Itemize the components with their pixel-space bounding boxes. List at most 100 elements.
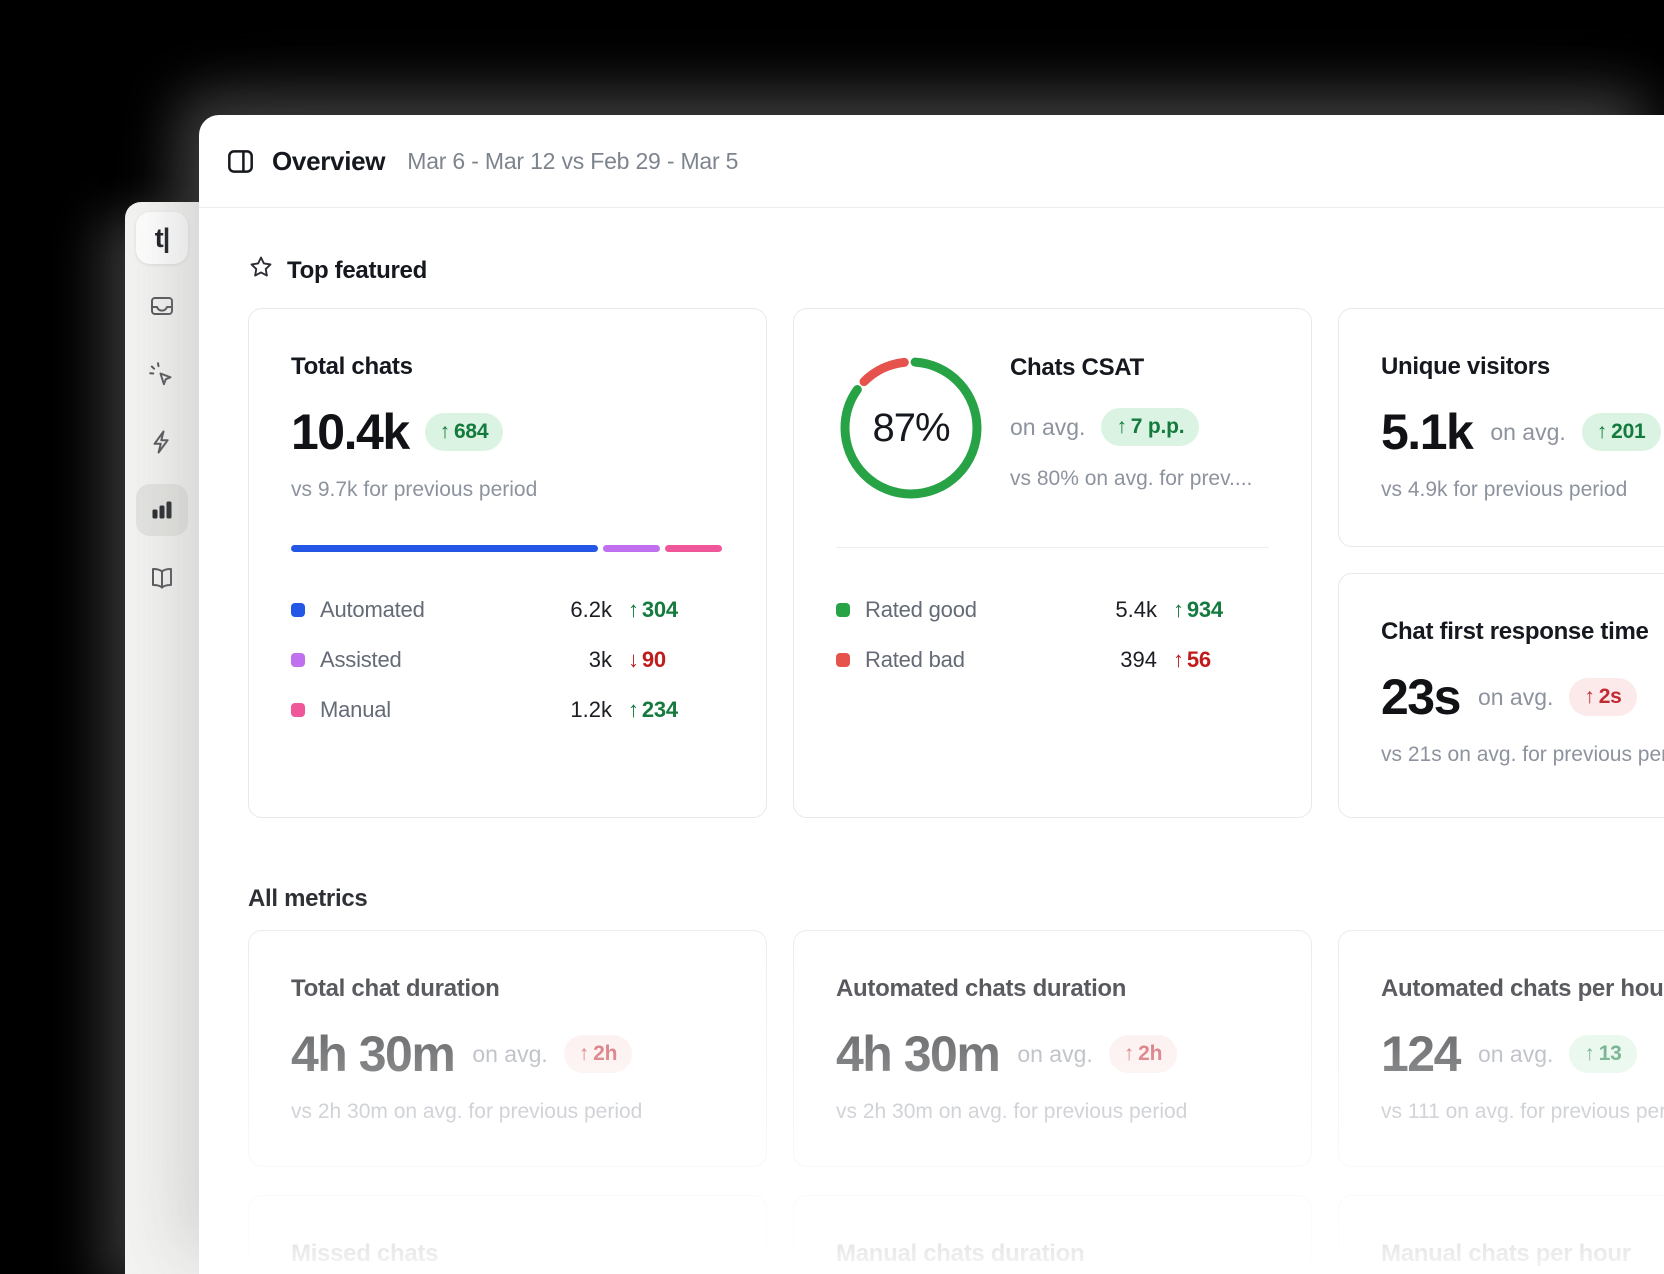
section-title: Top featured — [287, 256, 427, 284]
csat-legend: Rated good 5.4k ↑ 934 Rated bad 394 ↑ 56 — [836, 585, 1269, 685]
sidebar-toggle-icon[interactable] — [226, 147, 255, 176]
card-title: Manual chats duration — [836, 1240, 1085, 1267]
avg-label: on avg. — [472, 1040, 548, 1067]
card-title: Chats CSAT — [1010, 354, 1144, 381]
card-automated-chats-per-hour[interactable]: Automated chats per hour 124 on avg. ↑ 1… — [1338, 930, 1664, 1167]
avg-label: on avg. — [1490, 418, 1566, 445]
comparison-text: vs 4.9k for previous period — [1381, 478, 1628, 501]
sidebar-item-inbox[interactable] — [136, 280, 188, 332]
avg-label: on avg. — [1477, 683, 1554, 710]
app-logo-text: t| — [154, 222, 171, 253]
bar-segment-assisted — [603, 545, 660, 552]
bar-segment-manual — [664, 545, 723, 552]
lightning-icon — [148, 428, 176, 456]
legend-delta: ↑ 934 — [1173, 597, 1223, 622]
card-missed-chats[interactable]: Missed chats — [248, 1195, 767, 1274]
page-title: Overview — [272, 145, 386, 176]
legend-delta: ↑ 304 — [628, 597, 678, 622]
csat-gauge: 87% — [836, 353, 986, 503]
legend-swatch — [291, 703, 305, 717]
up-arrow-icon: ↑ — [1123, 1042, 1135, 1065]
csat-percent: 87% — [872, 405, 950, 450]
delta-badge: ↑ 7 p.p. — [1101, 408, 1200, 446]
comparison-text: vs 2h 30m on avg. for previous period — [836, 1100, 1188, 1123]
sidebar-item-knowledge[interactable] — [136, 552, 188, 604]
metric-value: 5.1k — [1381, 404, 1474, 460]
legend-row-rated-good: Rated good 5.4k ↑ 934 — [836, 585, 1269, 635]
card-title: Unique visitors — [1381, 353, 1550, 380]
metric-value: 4h 30m — [836, 1026, 1001, 1082]
delta-badge: ↑ 2h — [563, 1035, 633, 1073]
section-heading-all-metrics: All metrics — [248, 885, 368, 913]
up-arrow-icon: ↑ — [1584, 1042, 1595, 1065]
up-arrow-icon: ↑ — [1596, 420, 1608, 443]
legend-swatch — [836, 653, 850, 667]
sidebar-item-flows[interactable] — [136, 416, 188, 468]
chats-legend: Automated 6.2k ↑ 304 Assisted 3k ↓ 90 Manu… — [291, 585, 724, 735]
book-icon — [148, 564, 176, 592]
delta-badge: ↑ 2h — [1108, 1035, 1178, 1073]
metric-value: 10.4k — [291, 404, 410, 460]
legend-delta: ↑ 234 — [628, 697, 678, 722]
up-arrow-icon: ↑ — [1116, 415, 1127, 438]
legend-swatch — [291, 653, 305, 667]
card-automated-chats-duration[interactable]: Automated chats duration 4h 30m on avg. … — [793, 930, 1312, 1167]
bar-chart-icon — [148, 496, 176, 524]
card-title: Chat first response time — [1381, 618, 1649, 645]
star-icon — [248, 254, 274, 287]
comparison-text: vs 2h 30m on avg. for previous period — [291, 1100, 643, 1123]
delta-badge: ↑ 13 — [1569, 1035, 1637, 1073]
avg-label: on avg. — [1017, 1040, 1093, 1067]
card-total-chats[interactable]: Total chats 10.4k ↑ 684 vs 9.7k for prev… — [248, 308, 767, 818]
inbox-icon — [148, 292, 176, 320]
app-logo[interactable]: t| — [136, 212, 188, 264]
section-heading-top-featured: Top featured — [248, 254, 427, 287]
comparison-text: vs 9.7k for previous period — [291, 478, 538, 501]
cursor-spark-icon — [148, 360, 176, 388]
main-window: Overview Mar 6 - Mar 12 vs Feb 29 - Mar … — [199, 115, 1664, 1274]
legend-row-rated-bad: Rated bad 394 ↑ 56 — [836, 635, 1269, 685]
avg-label: on avg. — [1477, 1040, 1554, 1067]
card-title: Manual chats per hour — [1381, 1240, 1631, 1267]
up-arrow-icon: ↑ — [1584, 685, 1595, 708]
sidebar: t| — [125, 202, 199, 1274]
card-title: Automated chats per hour — [1381, 975, 1664, 1002]
card-total-chat-duration[interactable]: Total chat duration 4h 30m on avg. ↑ 2h … — [248, 930, 767, 1167]
legend-swatch — [836, 603, 850, 617]
metric-value: 4h 30m — [291, 1026, 456, 1082]
delta-badge: ↑ 684 — [424, 413, 504, 451]
up-arrow-icon: ↑ — [578, 1042, 590, 1065]
card-manual-chats-duration[interactable]: Manual chats duration — [793, 1195, 1312, 1274]
delta-badge: ↑ 2s — [1569, 678, 1637, 716]
comparison-text: vs 21s on avg. for previous period — [1381, 743, 1664, 766]
up-arrow-icon: ↑ — [439, 420, 451, 443]
legend-delta: ↑ 56 — [1173, 647, 1211, 672]
bar-segment-automated — [291, 545, 599, 552]
legend-row-assisted: Assisted 3k ↓ 90 — [291, 635, 724, 685]
card-title: Total chats — [291, 353, 413, 380]
card-title: Total chat duration — [291, 975, 500, 1002]
section-title: All metrics — [248, 885, 368, 912]
legend-delta: ↓ 90 — [628, 647, 666, 672]
metric-value: 23s — [1381, 669, 1461, 725]
sidebar-item-automation[interactable] — [136, 348, 188, 400]
legend-row-automated: Automated 6.2k ↑ 304 — [291, 585, 724, 635]
card-chats-csat[interactable]: 87% Chats CSAT on avg. ↑ 7 p.p. vs 80% o… — [793, 308, 1312, 818]
card-chat-first-response-time[interactable]: Chat first response time 23s on avg. ↑ 2… — [1338, 573, 1664, 818]
sidebar-item-analytics[interactable] — [136, 484, 188, 536]
divider — [836, 547, 1269, 548]
page-header: Overview Mar 6 - Mar 12 vs Feb 29 - Mar … — [199, 115, 1664, 208]
card-title: Automated chats duration — [836, 975, 1127, 1002]
card-unique-visitors[interactable]: Unique visitors 5.1k on avg. ↑ 201 vs 4.… — [1338, 308, 1664, 547]
avg-label: on avg. — [1010, 413, 1086, 440]
comparison-text: vs 80% on avg. for prev.... — [1010, 467, 1253, 490]
comparison-text: vs 111 on avg. for previous period — [1381, 1100, 1664, 1123]
date-range[interactable]: Mar 6 - Mar 12 vs Feb 29 - Mar 5 — [407, 147, 739, 174]
chats-breakdown-bar — [291, 545, 724, 552]
delta-badge: ↑ 201 — [1581, 413, 1661, 451]
legend-row-manual: Manual 1.2k ↑ 234 — [291, 685, 724, 735]
card-manual-chats-per-hour[interactable]: Manual chats per hour — [1338, 1195, 1664, 1274]
metric-value: 124 — [1381, 1026, 1461, 1082]
legend-swatch — [291, 603, 305, 617]
